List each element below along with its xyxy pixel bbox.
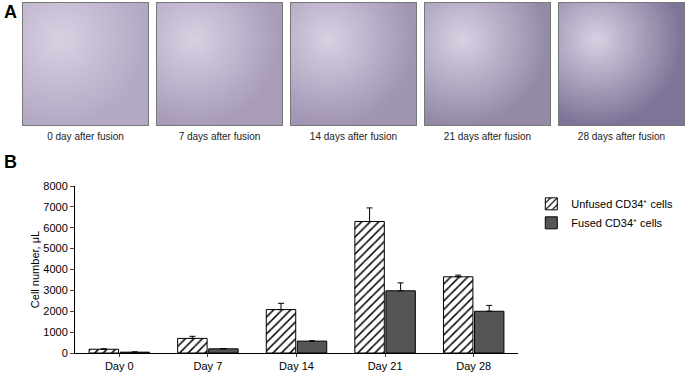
html-text:B: B	[4, 152, 17, 172]
html-text:21 days after fusion: 21 days after fusion	[443, 131, 532, 142]
svg-text:7000: 7000	[43, 201, 67, 213]
svg-text:Day 14: Day 14	[279, 360, 314, 372]
html-text:A: A	[4, 2, 17, 22]
svg-text:8000: 8000	[43, 180, 67, 192]
html-text:14 days after fusion: 14 days after fusion	[309, 131, 398, 142]
svg-text:0: 0	[62, 347, 68, 359]
html-text:28 days after fusion: 28 days after fusion	[577, 131, 666, 142]
svg-text:Day 7: Day 7	[194, 360, 223, 372]
svg-text:Day 0: Day 0	[105, 360, 134, 372]
svg-text:5000: 5000	[43, 242, 67, 254]
svg-text:3000: 3000	[43, 284, 67, 296]
svg-text:2000: 2000	[43, 305, 67, 317]
html-text:7 days after fusion: 7 days after fusion	[178, 131, 261, 142]
svg-text:4000: 4000	[43, 263, 67, 275]
svg-text:Day 28: Day 28	[456, 360, 491, 372]
svg-text:1000: 1000	[43, 326, 67, 338]
html-text:0 day after fusion: 0 day after fusion	[47, 131, 124, 142]
svg-text:Cell number, μL: Cell number, μL	[29, 231, 41, 308]
svg-text:Unfused CD34⁺ cells: Unfused CD34⁺ cells	[571, 198, 673, 210]
svg-text:Fused CD34⁺ cells: Fused CD34⁺ cells	[571, 217, 662, 229]
svg-text:6000: 6000	[43, 222, 67, 234]
svg-text:Day 21: Day 21	[368, 360, 403, 372]
